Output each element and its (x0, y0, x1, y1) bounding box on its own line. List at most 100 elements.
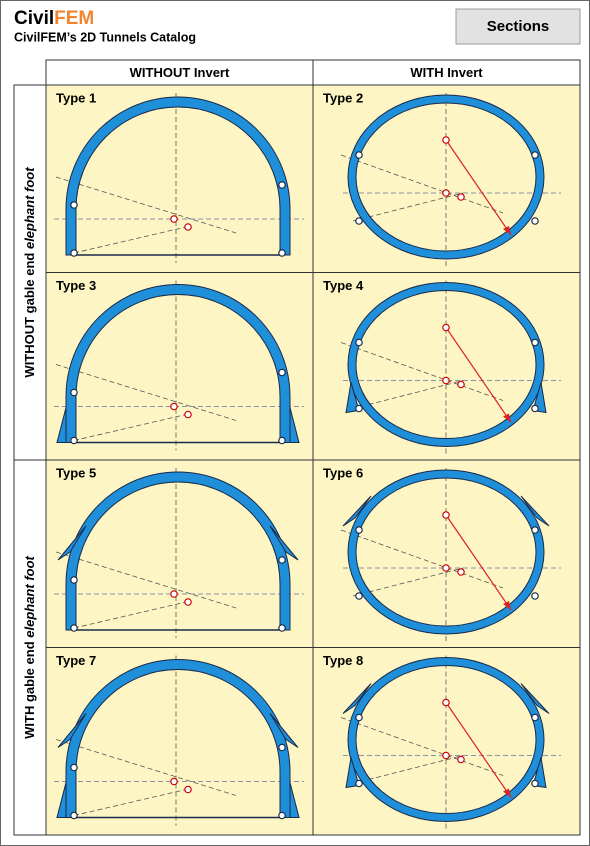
node (184, 223, 192, 231)
cell: Type 3 (45, 272, 314, 461)
node (442, 136, 450, 144)
node (170, 215, 178, 223)
node (278, 556, 286, 564)
cell-label: Type 3 (56, 278, 96, 293)
node (278, 743, 286, 752)
gable (269, 713, 299, 748)
gable (342, 683, 372, 714)
node (184, 410, 192, 419)
node (184, 785, 192, 794)
button-label[interactable]: Sections (487, 18, 550, 35)
node (170, 777, 178, 786)
cell-bg (45, 84, 314, 273)
foot (56, 782, 67, 818)
node (278, 181, 286, 189)
arrow-head (503, 413, 511, 423)
cell-label: Type 1 (56, 90, 96, 105)
radius-arrow (445, 139, 512, 236)
gable (57, 525, 87, 561)
node (355, 592, 363, 600)
row-label: WITH gable end (22, 638, 37, 739)
axis (340, 717, 504, 776)
lining (347, 657, 545, 822)
node (70, 201, 78, 209)
arrow-head (503, 788, 511, 798)
cell: Type 5 (45, 459, 314, 648)
axis (73, 226, 187, 254)
node (442, 189, 450, 197)
node (531, 217, 539, 225)
gable (342, 495, 372, 527)
radius-arrow (445, 702, 512, 798)
node (278, 624, 286, 632)
node (355, 338, 363, 347)
node (70, 436, 78, 445)
node (70, 388, 78, 397)
sections-button[interactable]: Sections (455, 8, 581, 45)
cell-label: Type 4 (323, 278, 364, 293)
radius-arrow (445, 514, 512, 611)
foot (56, 407, 67, 443)
node (531, 713, 539, 722)
node (278, 249, 286, 257)
node (70, 624, 78, 632)
node (457, 193, 465, 201)
foot (345, 382, 360, 414)
column-header: WITHOUT Invert (130, 65, 230, 80)
node (278, 368, 286, 377)
node (442, 511, 450, 519)
row-label: WITHOUT gable end (22, 249, 37, 378)
node (355, 217, 363, 225)
cell: Type 1 (45, 84, 314, 273)
cell: Type 6 (312, 459, 581, 648)
foot (345, 757, 360, 789)
row-header-label: WITHOUT gable end elephant foot (22, 167, 37, 378)
axis (340, 529, 504, 589)
axis (73, 601, 187, 629)
node (531, 338, 539, 347)
node (442, 564, 450, 572)
cell-label: Type 5 (56, 465, 96, 480)
node (170, 402, 178, 411)
node (457, 380, 465, 389)
gable (57, 713, 87, 748)
axis (73, 789, 187, 816)
lining (347, 282, 545, 447)
cell-label: Type 7 (56, 653, 96, 668)
node (70, 811, 78, 820)
foot (289, 407, 300, 443)
arrow-head (503, 601, 511, 610)
row-label-italic: elephant foot (22, 167, 37, 249)
node (355, 151, 363, 159)
table: WITHOUT Invert WITH Invert WITHOUT gable e… (13, 59, 581, 836)
gable (269, 525, 299, 561)
node (457, 755, 465, 764)
cell-bg (45, 647, 314, 836)
cell-bg (45, 272, 314, 461)
node (70, 763, 78, 772)
foot (289, 782, 300, 818)
arrow-head (503, 226, 511, 235)
node (170, 590, 178, 598)
brand: CivilFEM (14, 8, 94, 29)
node (442, 376, 450, 385)
node (531, 592, 539, 600)
axis (352, 567, 464, 597)
node (442, 323, 450, 332)
cell: Type 7 (45, 647, 314, 836)
node (355, 526, 363, 534)
axis (352, 380, 464, 409)
node (355, 779, 363, 788)
radius-arrow (445, 327, 512, 423)
button-bg[interactable] (455, 8, 581, 45)
gable (520, 683, 550, 714)
axis (352, 755, 464, 784)
gable (520, 495, 550, 527)
node (531, 779, 539, 788)
brand-suffix: FEM (54, 8, 94, 29)
node (184, 598, 192, 606)
node (355, 404, 363, 413)
cell-label: Type 8 (323, 653, 363, 668)
axis (340, 342, 504, 401)
